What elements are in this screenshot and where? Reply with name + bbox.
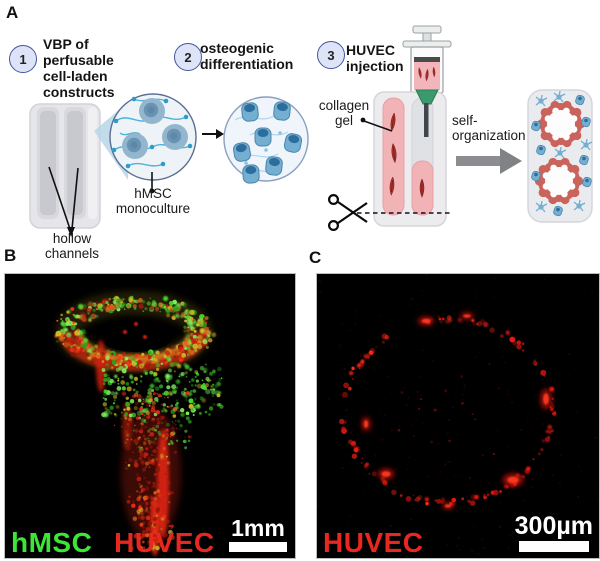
- hmsc-monoculture-label: hMSC monoculture: [115, 186, 191, 216]
- panel-b-scalebar: 1mm: [229, 516, 287, 552]
- legend-huvec: HUVEC: [323, 527, 424, 558]
- panel-b-image: hMSC HUVEC 1mm: [4, 273, 296, 559]
- needle-hub: [415, 89, 439, 105]
- self-organized-construct: [527, 89, 593, 223]
- hmsc-cells: [122, 98, 188, 159]
- panel-b-microscopy: [54, 291, 224, 556]
- hollow-channels-pointer: [48, 166, 79, 237]
- needle: [424, 103, 429, 137]
- hollow-channels-label: hollow channels: [44, 231, 100, 261]
- panel-c-microscopy: [317, 274, 599, 558]
- vessel-rings: [534, 100, 586, 205]
- scalebar-label: 1mm: [231, 515, 285, 541]
- osteogenic-circle: [223, 96, 309, 184]
- printed-construct: [29, 103, 101, 229]
- panel-c-label: C: [309, 248, 322, 267]
- step-1-badge: 1: [9, 45, 37, 73]
- collagen-gel-label: collagen gel: [318, 98, 370, 128]
- legend-huvec: HUVEC: [114, 527, 215, 558]
- panel-a-illustration: [29, 25, 593, 237]
- scalebar-label: 300µm: [514, 512, 593, 540]
- scissors-icon: [328, 194, 368, 232]
- syringe: [402, 25, 452, 94]
- panel-c-image: HUVEC 300µm: [316, 273, 600, 559]
- hmsc-circle: [109, 93, 197, 194]
- arrow-differentiation: [202, 129, 224, 139]
- panel-b-label: B: [4, 246, 17, 265]
- huvec-cells-in-channels: [389, 112, 425, 198]
- step-3-badge: 3: [317, 41, 345, 69]
- scalebar-bar: [518, 541, 589, 552]
- step-2-label: osteogenic differentiation: [200, 40, 294, 72]
- panel-a-label: A: [6, 3, 19, 22]
- step-1-label: VBP of perfusable cell-laden constructs: [43, 36, 115, 100]
- self-organized-cells: [531, 90, 593, 217]
- osteoblast-cells: [233, 101, 303, 184]
- huvec-cells-in-syringe: [418, 66, 436, 82]
- step-2-badge: 2: [174, 43, 202, 71]
- step-3-label: HUVEC injection: [346, 42, 404, 74]
- scalebar-bar: [229, 542, 287, 552]
- legend-hmsc: hMSC: [11, 527, 93, 558]
- panel-c-legend: HUVEC: [323, 528, 424, 558]
- panel-b-legend: hMSC HUVEC: [11, 528, 215, 558]
- self-organization-label: self- organization: [452, 113, 526, 143]
- injected-construct: [373, 91, 447, 227]
- panel-c-scalebar: 300µm: [515, 513, 593, 552]
- collagen-gel-pointer: [360, 117, 393, 132]
- arrow-self-organization: [456, 148, 522, 174]
